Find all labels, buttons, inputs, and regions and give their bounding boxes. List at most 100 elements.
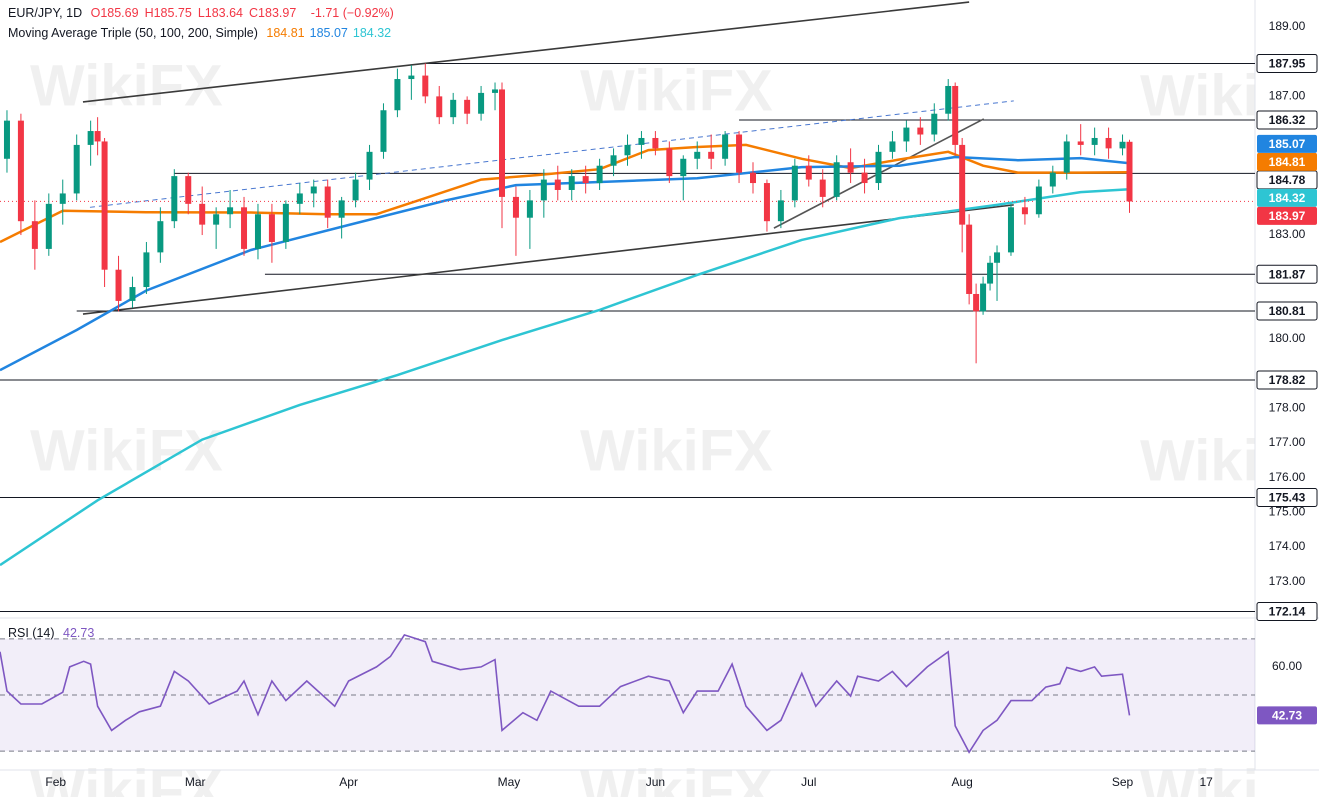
candle <box>994 245 1001 301</box>
ma-value: 184.81 <box>266 26 305 40</box>
x-tick-label: Jul <box>801 775 816 789</box>
candle <box>241 196 248 256</box>
candle <box>540 169 547 218</box>
candle <box>464 96 471 125</box>
candle-body <box>694 151 701 159</box>
candle-body <box>352 179 359 201</box>
watermark: WikiFX <box>30 418 223 483</box>
watermark: WikiFX <box>580 758 773 797</box>
candle <box>296 183 303 215</box>
candle-body <box>296 193 303 204</box>
candle-body <box>945 85 952 114</box>
candle <box>1126 139 1133 213</box>
candle <box>310 179 317 208</box>
watermark: WikiFX <box>580 418 773 483</box>
candle-body <box>436 96 443 118</box>
candle-body <box>959 144 966 225</box>
candle-body <box>366 151 373 180</box>
candle <box>31 200 38 270</box>
candle <box>499 82 505 229</box>
moving-average <box>0 143 1130 244</box>
candle-body <box>1007 207 1014 253</box>
candle-body <box>143 252 150 288</box>
candle-body <box>875 151 882 184</box>
candle-body <box>861 172 868 184</box>
candle <box>94 117 101 156</box>
candle <box>847 148 854 184</box>
candle-body <box>478 92 485 114</box>
candle-body <box>157 221 164 253</box>
candle <box>478 85 485 121</box>
candle <box>352 172 359 208</box>
candle <box>1049 165 1056 194</box>
candle <box>889 131 896 159</box>
candle <box>931 103 938 142</box>
price-tag-label: 187.95 <box>1269 57 1306 71</box>
candle <box>582 165 589 194</box>
candle-body <box>450 99 457 118</box>
candle-body <box>1077 141 1084 145</box>
candle-body <box>680 158 687 177</box>
candle-body <box>540 179 547 201</box>
y-tick-label: 189.00 <box>1269 19 1306 33</box>
candle <box>227 189 234 229</box>
price-axis-bg <box>1255 0 1319 797</box>
price-tag-label: 184.81 <box>1269 155 1306 169</box>
candle-body <box>227 207 234 215</box>
candle <box>199 186 206 236</box>
candle-body <box>610 155 617 166</box>
candle <box>1021 196 1028 225</box>
candle <box>115 255 122 312</box>
price-tag-bg <box>1257 188 1317 207</box>
candle <box>652 131 659 156</box>
candle <box>736 131 743 184</box>
candle <box>380 103 387 159</box>
candle-body <box>624 144 631 156</box>
trend-line <box>82 1 970 103</box>
candle <box>254 203 261 260</box>
candle-body <box>254 214 261 249</box>
candle-body <box>736 134 743 173</box>
ohlc-value: C183.97 <box>249 6 297 20</box>
price-tag: 184.78 <box>1256 170 1318 190</box>
candle-body <box>213 214 220 225</box>
x-tick-label: Mar <box>185 775 206 789</box>
candle <box>596 158 603 190</box>
moving-average <box>0 188 1130 567</box>
candle-body <box>708 151 715 159</box>
candle <box>966 214 973 305</box>
rsi-tag-bg <box>1257 706 1317 725</box>
symbol-legend: EUR/JPY, 1D O185.69 H185.75 L183.64 C183.97… <box>8 6 399 20</box>
candle <box>73 134 80 201</box>
candle <box>1063 134 1070 180</box>
candle <box>185 172 192 215</box>
price-tag-label: 175.43 <box>1269 491 1306 505</box>
candle-body <box>199 203 206 225</box>
candle-body <box>777 200 784 222</box>
candle <box>1119 134 1126 156</box>
price-tag-bg <box>1256 301 1318 321</box>
candle-body <box>568 176 575 190</box>
candle <box>610 148 617 177</box>
candle-body <box>931 113 938 135</box>
price-tag: 180.81 <box>1256 301 1318 321</box>
candle-body <box>310 186 317 194</box>
x-tick-label: Feb <box>45 775 66 789</box>
candle-body <box>819 179 826 197</box>
y-tick-label: 180.00 <box>1269 331 1306 345</box>
candle-body <box>17 120 24 222</box>
price-tag-bg <box>1256 370 1318 390</box>
candle <box>59 179 66 225</box>
candle-body <box>973 293 980 312</box>
candle <box>282 200 289 249</box>
ohlc-value: L183.64 <box>197 6 244 20</box>
rsi-line <box>0 633 1131 754</box>
price-tag-bg <box>1257 152 1317 171</box>
candle <box>917 117 924 145</box>
y-tick-label: 176.00 <box>1269 470 1306 484</box>
candle-body <box>268 214 275 242</box>
price-tag: 184.81 <box>1257 152 1317 171</box>
y-tick-label: 187.00 <box>1269 89 1306 103</box>
price-tag: 172.14 <box>1256 602 1318 622</box>
